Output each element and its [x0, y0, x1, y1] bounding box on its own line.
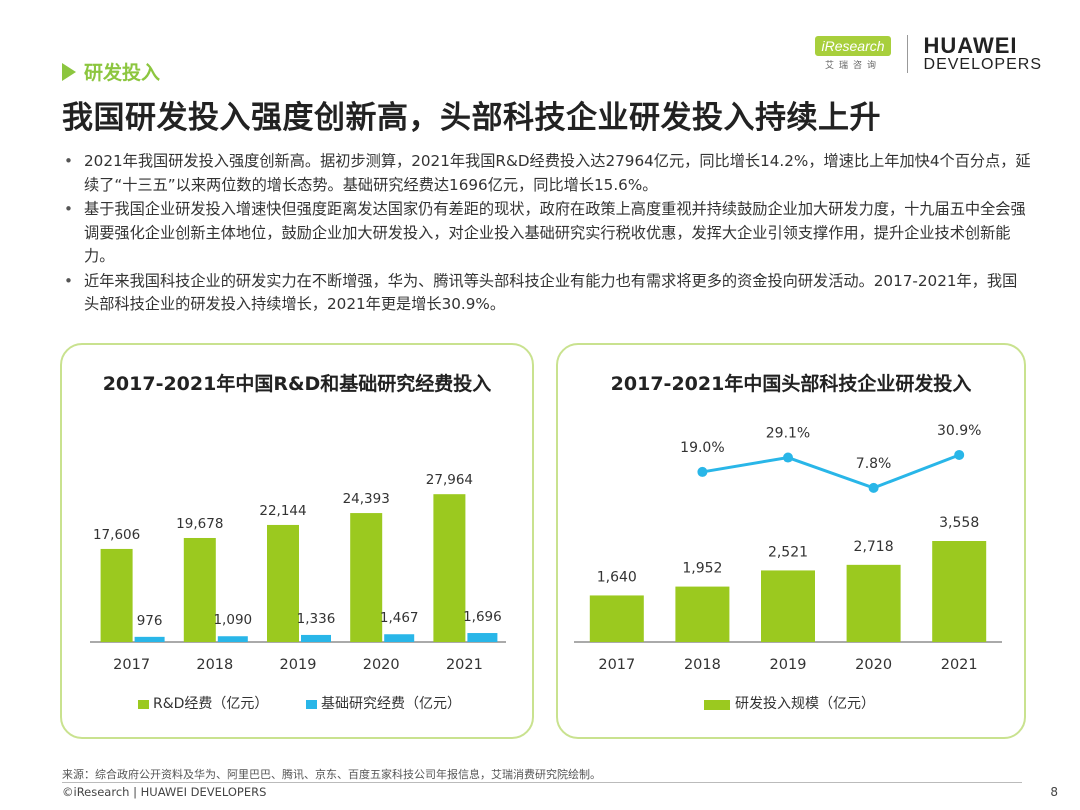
rd-value-label: 22,144 [259, 503, 306, 519]
basic-research-value-label: 1,467 [380, 610, 419, 626]
rd-scale-value-label: 3,558 [939, 515, 979, 531]
x-tick-label: 2019 [280, 657, 317, 673]
x-tick-label: 2021 [446, 657, 483, 673]
footer-copyright: ©iResearch | HUAWEI DEVELOPERS [62, 785, 267, 799]
page-number: 8 [1050, 785, 1058, 799]
basic-research-bar [384, 634, 415, 642]
rd-scale-bar [675, 586, 730, 642]
huawei-logo-line2: DEVELOPERS [923, 56, 1042, 74]
growth-rate-label: 29.1% [766, 426, 810, 442]
basic-research-bar [301, 634, 331, 642]
x-tick-label: 2017 [598, 657, 635, 673]
tech-chart-title: 2017-2021年中国头部科技企业研发投入 [610, 373, 972, 395]
rd-bar [267, 524, 299, 642]
legend-swatch-basic [306, 700, 317, 709]
huawei-logo-line1: HUAWEI [923, 33, 1018, 58]
growth-rate-point [954, 449, 965, 460]
rd-value-label: 27,964 [426, 472, 473, 488]
bullet-item: 基于我国企业研发投入增速快但强度距离发达国家仍有差距的现状，政府在政策上高度重视… [62, 198, 1032, 269]
logo-group: iResearch 艾瑞咨询 HUAWEI DEVELOPERS [815, 34, 1042, 74]
x-tick-label: 2020 [855, 657, 892, 673]
tech-chart: 1,640 2017 1,952 2018 2,521 2019 2,718 2020 3,55… [574, 423, 1002, 712]
bullet-item: 近年来我国科技企业的研发实力在不断增强，华为、腾讯等头部科技企业有能力也有需求将… [62, 270, 1032, 317]
growth-rate-line [702, 453, 960, 490]
growth-rate-point [697, 466, 708, 477]
legend-label-rd-scale: 研发投入规模（亿元） [735, 696, 875, 712]
section-tag: 研发投入 [62, 58, 160, 85]
section-label: 研发投入 [84, 62, 161, 84]
legend-label-basic: 基础研究经费（亿元） [321, 695, 461, 712]
x-tick-label: 2021 [941, 657, 978, 673]
rd-scale-value-label: 1,952 [682, 561, 722, 577]
x-tick-label: 2018 [196, 657, 233, 673]
rd-bar [100, 548, 133, 642]
growth-rate-point [868, 482, 879, 493]
growth-rate-label: 7.8% [856, 456, 892, 472]
legend-label-rd: R&D经费（亿元） [153, 696, 268, 712]
growth-rate-point [783, 452, 793, 463]
page-title: 我国研发投入强度创新高，头部科技企业研发投入持续上升 [62, 100, 881, 136]
x-tick-label: 2018 [684, 657, 721, 673]
tech-chart-panel: 2017-2021年中国头部科技企业研发投入 1,640 2017 1,952 201… [556, 343, 1026, 739]
rd-bar [183, 537, 216, 642]
play-triangle-icon [62, 62, 76, 81]
rd-scale-value-label: 2,521 [768, 544, 808, 560]
legend-swatch-rd-scale [704, 700, 730, 710]
huawei-developers-logo: HUAWEI DEVELOPERS [924, 34, 1042, 74]
basic-research-value-label: 1,336 [297, 611, 336, 627]
basic-research-value-label: 1,696 [463, 609, 502, 625]
iresearch-logo-sub: 艾瑞咨询 [824, 61, 881, 72]
bullet-list: 2021年我国研发投入强度创新高。据初步测算，2021年我国R&D经费投入达27… [62, 150, 1032, 318]
footer-divider [62, 782, 1022, 783]
growth-rate-label: 19.0% [680, 440, 724, 456]
logo-divider [906, 34, 908, 73]
rd-scale-bar [589, 595, 644, 642]
basic-research-value-label: 1,090 [213, 612, 252, 628]
basic-research-bar [217, 636, 248, 642]
basic-research-value-label: 976 [137, 613, 163, 629]
basic-research-bar [134, 636, 165, 642]
rd-scale-bar [846, 564, 901, 642]
rd-bar [433, 494, 466, 642]
iresearch-logo-text: iResearch [815, 36, 891, 57]
rd-value-label: 17,606 [93, 527, 140, 543]
basic-research-bar [467, 633, 498, 642]
rd-value-label: 19,678 [176, 516, 223, 532]
x-tick-label: 2020 [363, 657, 400, 673]
rd-chart: 17,606 976 2017 19,678 1,090 2018 22,144 1,336 2… [90, 472, 506, 712]
source-note: 来源：综合政府公开资料及华为、阿里巴巴、腾讯、京东、百度五家科技公司年报信息，艾… [62, 768, 601, 781]
rd-chart-title: 2017-2021年中国R&D和基础研究经费投入 [102, 373, 492, 395]
rd-scale-bar [932, 541, 987, 642]
x-tick-label: 2017 [113, 657, 150, 673]
rd-scale-value-label: 1,640 [597, 569, 637, 585]
bullet-item: 2021年我国研发投入强度创新高。据初步测算，2021年我国R&D经费投入达27… [62, 150, 1032, 197]
x-tick-label: 2019 [770, 657, 807, 673]
rd-scale-value-label: 2,718 [854, 539, 894, 555]
rd-bar [350, 513, 383, 642]
legend-swatch-rd [138, 700, 149, 709]
rd-chart-panel: 2017-2021年中国R&D和基础研究经费投入 17,606 976 2017 19… [60, 343, 534, 739]
iresearch-logo: iResearch 艾瑞咨询 [815, 36, 891, 72]
rd-scale-bar [761, 570, 815, 642]
growth-rate-label: 30.9% [937, 423, 981, 439]
rd-value-label: 24,393 [343, 491, 390, 507]
